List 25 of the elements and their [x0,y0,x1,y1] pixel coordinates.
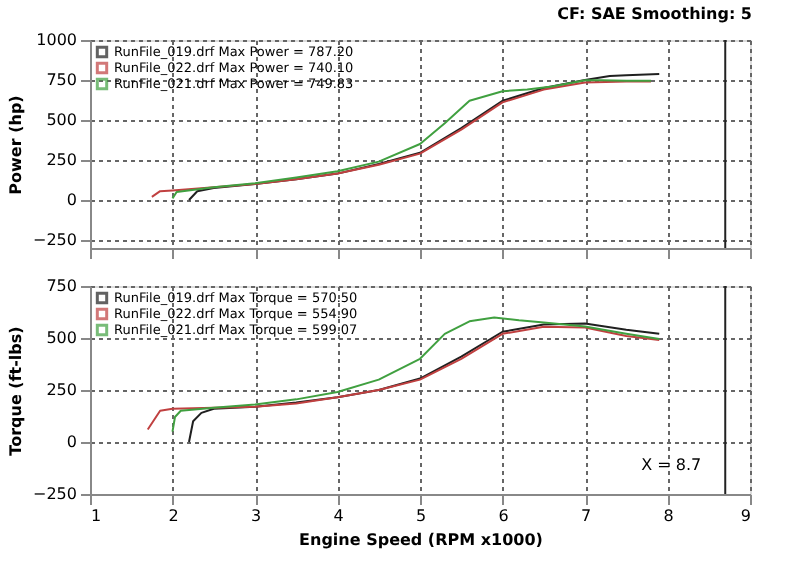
y-tick-label: 500 [46,111,77,129]
x-axis-title: Engine Speed (RPM x1000) [299,531,543,549]
y-tick-label: 750 [46,71,77,89]
chart-title: CF: SAE Smoothing: 5 [557,5,753,23]
x-tick-label: 8 [663,507,674,525]
y-tick-label: 0 [66,191,77,209]
x-tick-label: 5 [415,507,427,525]
x-tick-label: 7 [580,507,592,525]
y-axis-title: Power (hp) [7,95,26,195]
x-tick-label: 1 [91,507,102,525]
y-tick-label: 250 [46,151,77,169]
y-axis-title: Torque (ft-lbs) [7,326,26,456]
y-tick-label: −250 [33,231,77,249]
y-tick-label: 750 [46,277,77,295]
x-tick-label: 3 [250,507,262,525]
y-tick-label: 250 [46,381,77,399]
y-tick-label: 1000 [36,31,77,49]
x-tick-label: 4 [333,507,344,525]
y-tick-label: 0 [66,433,77,451]
y-tick-label: −250 [33,485,77,503]
ref-line-label: X = 8.7 [641,456,702,474]
y-tick-label: 500 [46,329,77,347]
x-tick-label: 9 [740,507,751,525]
x-tick-label: 6 [498,507,509,525]
x-tick-label: 2 [168,507,179,525]
